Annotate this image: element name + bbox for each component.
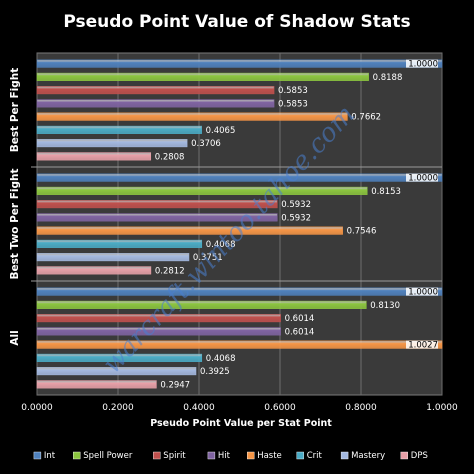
gridlines <box>31 53 443 395</box>
data-label-bg <box>406 287 438 296</box>
chart-title: Pseudo Point Value of Shadow Stats <box>63 12 410 32</box>
data-label: 0.4068 <box>206 240 236 250</box>
data-label: 0.2812 <box>155 266 185 276</box>
bar-int <box>36 173 443 182</box>
bar-spell-power <box>36 72 369 81</box>
data-label: 0.7546 <box>347 227 377 237</box>
bar-mastery <box>36 139 188 148</box>
legend-swatch <box>340 451 349 460</box>
x-tick-label: 0.4000 <box>183 403 215 413</box>
data-label: 0.5853 <box>278 86 308 96</box>
data-label: 0.2947 <box>160 380 190 390</box>
group-labels: Best Per Fight Best Two Per Fight All <box>9 68 21 346</box>
legend-swatch <box>296 451 304 460</box>
x-tick-label: 0.0000 <box>21 403 53 413</box>
bar-dps <box>36 152 152 161</box>
bar-hit <box>36 99 275 108</box>
bar-mastery <box>36 253 190 262</box>
bar-mastery <box>36 367 197 376</box>
legend-label: Hit <box>218 451 231 461</box>
bar-spirit <box>36 314 281 323</box>
data-label: 0.5932 <box>281 200 311 210</box>
legend-swatch <box>400 451 408 460</box>
data-label-bg <box>406 340 438 349</box>
bars <box>36 59 443 389</box>
bar-crit <box>36 353 203 362</box>
data-label: 0.6014 <box>285 314 315 324</box>
legend-label: Mastery <box>351 451 385 461</box>
bar-haste <box>36 340 443 349</box>
legend-swatch <box>246 451 255 460</box>
legend-label: Haste <box>257 451 282 461</box>
group-label: Best Per Fight <box>9 68 21 152</box>
data-label: 0.6014 <box>285 327 315 337</box>
bar-int <box>36 59 443 68</box>
x-tick-label: 0.8000 <box>345 403 377 413</box>
bar-haste <box>36 112 348 121</box>
data-label: 1.0000 <box>408 60 438 70</box>
bar-spell-power <box>36 300 367 309</box>
bar-haste <box>36 226 343 235</box>
data-label: 0.3706 <box>191 139 221 149</box>
data-label: 0.5932 <box>281 213 311 223</box>
legend-label: DPS <box>411 451 428 461</box>
bar-dps <box>36 380 157 389</box>
data-labels: 1.0000 0.8188 0.5853 0.5853 0.7662 0.4065 0.37… <box>155 59 438 390</box>
x-axis-title: Pseudo Point Value per Stat Point <box>150 418 332 429</box>
x-tick-label: 0.6000 <box>264 403 296 413</box>
bar-hit <box>36 327 281 336</box>
legend-swatch <box>207 451 216 460</box>
data-label: 0.8188 <box>373 73 403 83</box>
data-label: 0.8130 <box>370 301 400 311</box>
bar-spirit <box>36 86 275 95</box>
legend-swatch <box>72 451 81 460</box>
legend-swatch <box>153 451 161 460</box>
data-label: 1.0027 <box>408 341 438 351</box>
group-label: Best Two Per Fight <box>9 168 21 279</box>
data-label: 0.3751 <box>193 253 223 263</box>
x-tick-label: 0.2000 <box>102 403 134 413</box>
bar-crit <box>36 125 202 134</box>
legend: Int Spell Power Spirit Hit Haste Crit Mastery D… <box>33 451 428 461</box>
data-label: 0.2808 <box>155 152 185 162</box>
bar-hit <box>36 213 278 222</box>
bar-int <box>36 287 443 296</box>
group-label: All <box>9 330 21 345</box>
x-axis-ticks: 0.0000 0.2000 0.4000 0.6000 0.8000 1.0000 <box>21 403 458 413</box>
legend-swatch <box>33 451 42 460</box>
data-label: 0.8153 <box>371 187 401 197</box>
data-label: 0.7662 <box>351 113 381 123</box>
data-label: 0.4065 <box>206 126 236 136</box>
x-tick-label: 1.0000 <box>426 403 458 413</box>
data-label: 1.0000 <box>408 174 438 184</box>
legend-label: Spirit <box>163 451 186 461</box>
data-label: 1.0000 <box>408 288 438 298</box>
bar-spirit <box>36 200 278 209</box>
bar-crit <box>36 239 203 248</box>
data-label-bg <box>406 59 438 68</box>
plot-area <box>36 52 443 396</box>
data-label: 0.5853 <box>278 99 308 109</box>
legend-label: Spell Power <box>83 451 133 461</box>
data-label: 0.3925 <box>200 367 230 377</box>
data-label: 0.4068 <box>206 354 236 364</box>
legend-label: Crit <box>307 451 323 461</box>
bar-dps <box>36 266 152 275</box>
data-label-bg <box>406 173 438 182</box>
bar-spell-power <box>36 186 368 195</box>
legend-label: Int <box>44 451 56 461</box>
